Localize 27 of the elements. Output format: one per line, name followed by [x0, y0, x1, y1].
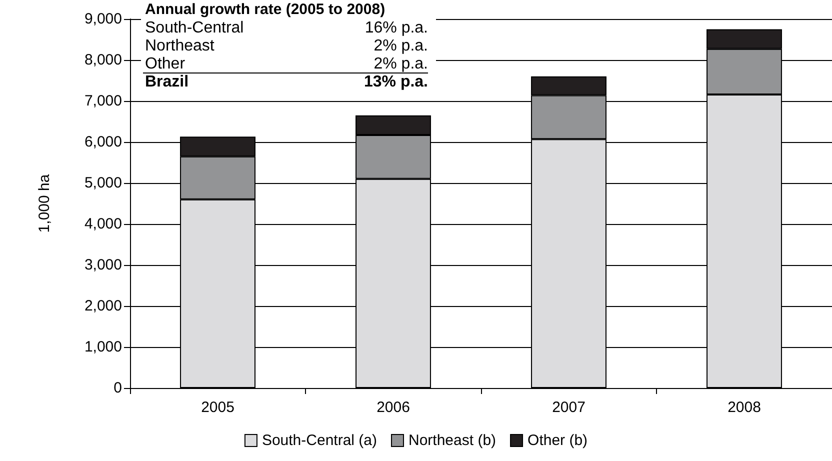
- annotation: 2% p.a.: [374, 38, 428, 54]
- annotation: Northeast: [145, 38, 215, 54]
- y-tick-label: 6,000: [84, 134, 122, 150]
- x-tick-label: 2006: [376, 399, 410, 416]
- annotation: Other: [145, 56, 186, 72]
- x-tick-label: 2008: [728, 399, 761, 416]
- legend-label: South-Central (a): [262, 432, 378, 449]
- y-tick-label: 7,000: [84, 92, 122, 110]
- text: Annual growth rate (2005 to 2008): [145, 1, 386, 18]
- annotation: 2% p.a.: [374, 56, 428, 72]
- y-tick-label: 9,000: [84, 10, 122, 28]
- annotation: 16% p.a.: [364, 20, 428, 36]
- annotation: 13% p.a.: [364, 74, 428, 90]
- y-tick-label: 8,000: [84, 52, 122, 68]
- legend-label: Northeast (b): [408, 432, 496, 449]
- y-tick-label: 0: [114, 380, 122, 396]
- legend-label: Other (b): [528, 432, 588, 449]
- y-axis-title: 1,000 ha: [36, 174, 53, 233]
- x-tick-label: 2007: [552, 399, 586, 416]
- y-tick-label: 1,000: [84, 338, 122, 356]
- y-tick-label: 5,000: [84, 174, 122, 192]
- x-tick-label: 2005: [201, 399, 234, 416]
- y-tick-label: 2,000: [84, 298, 122, 314]
- y-tick-label: 4,000: [84, 216, 122, 232]
- annotation: South-Central: [145, 20, 244, 36]
- annotation: Brazil: [145, 74, 189, 90]
- y-tick-label: 3,000: [84, 256, 122, 274]
